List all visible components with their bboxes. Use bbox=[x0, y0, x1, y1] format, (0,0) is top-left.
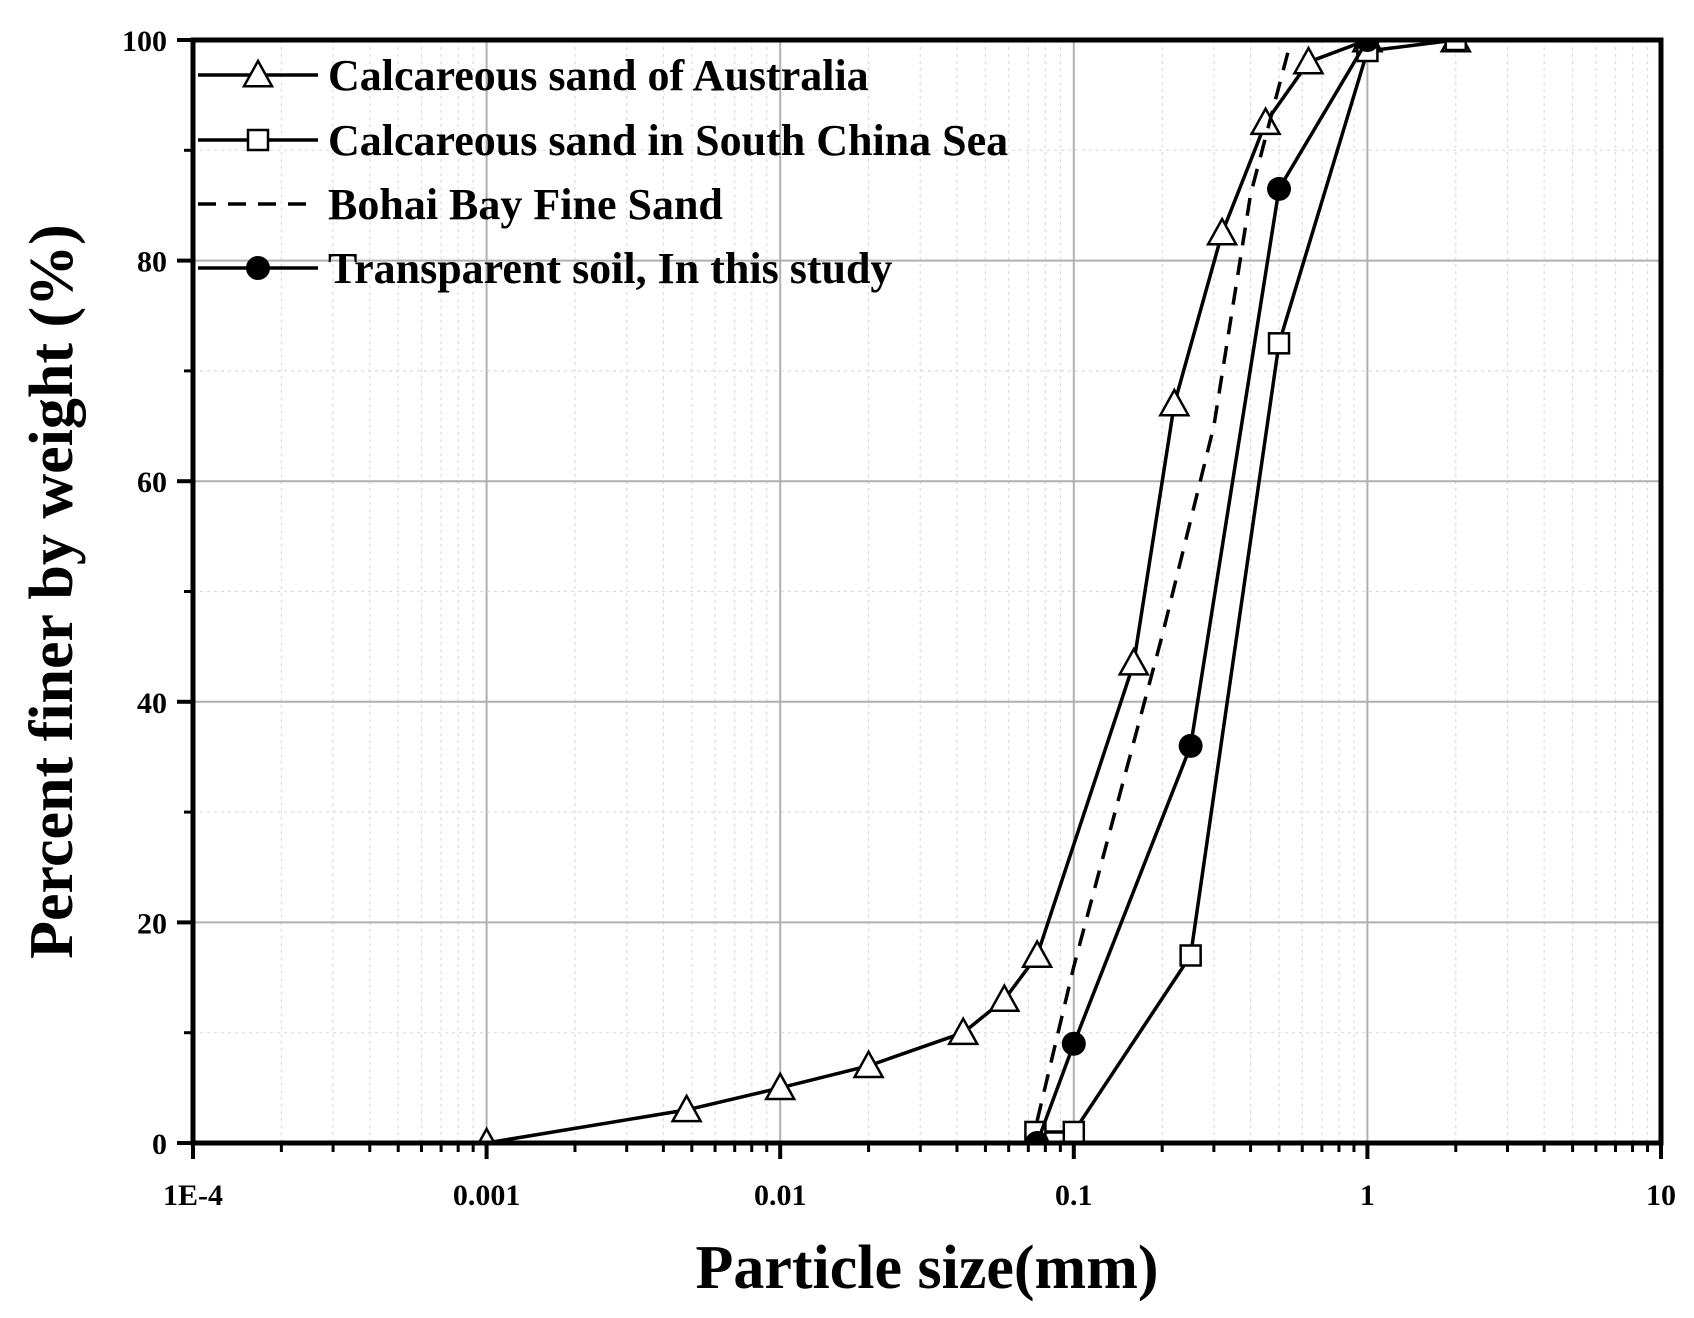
data-point bbox=[1267, 332, 1291, 355]
data-point bbox=[1178, 733, 1203, 758]
y-tick-label: 80 bbox=[137, 246, 167, 279]
x-axis-title: Particle size(mm) bbox=[695, 1234, 1158, 1302]
x-tick-label: 1E-4 bbox=[163, 1179, 223, 1212]
series-2 bbox=[1024, 40, 1468, 1143]
y-axis-title: Percent finer by weight (%) bbox=[18, 224, 86, 959]
data-point bbox=[670, 1093, 703, 1123]
data-point bbox=[1444, 40, 1468, 52]
data-point bbox=[1179, 944, 1202, 967]
y-tick-label: 40 bbox=[137, 687, 167, 720]
x-tick-label: 1 bbox=[1360, 1179, 1375, 1212]
y-tick-label: 20 bbox=[137, 907, 167, 940]
legend-item: Transparent soil, In this study bbox=[198, 244, 892, 293]
data-point bbox=[1158, 387, 1191, 417]
data-point bbox=[1249, 106, 1282, 136]
x-tick-label: 0.1 bbox=[1055, 1179, 1093, 1212]
legend-marker bbox=[246, 256, 270, 280]
series-3 bbox=[1035, 40, 1293, 1122]
y-tick-label: 100 bbox=[122, 25, 167, 58]
legend-label: Calcareous sand in South China Sea bbox=[328, 116, 1008, 165]
data-point bbox=[1025, 1131, 1050, 1143]
data-point bbox=[852, 1049, 885, 1079]
data-point bbox=[1061, 1031, 1086, 1056]
legend-marker bbox=[241, 58, 275, 88]
data-point bbox=[988, 983, 1021, 1013]
grid-lines bbox=[193, 40, 1661, 1143]
data-point bbox=[1292, 45, 1325, 75]
series-layer bbox=[477, 40, 1472, 1143]
data-point bbox=[1117, 646, 1150, 676]
y-tick-label: 60 bbox=[137, 466, 167, 499]
x-tick-label: 10 bbox=[1646, 1179, 1676, 1212]
legend-label: Calcareous sand of Australia bbox=[328, 51, 869, 100]
legend-item: Calcareous sand of Australia bbox=[198, 51, 869, 100]
series-line bbox=[1035, 40, 1293, 1122]
legend: Calcareous sand of Australia Calcareous s… bbox=[198, 51, 1008, 293]
legend-item: Bohai Bay Fine Sand bbox=[198, 180, 723, 229]
x-tick-label: 0.001 bbox=[453, 1179, 521, 1212]
legend-marker bbox=[246, 128, 270, 152]
x-tick-label: 0.01 bbox=[754, 1179, 807, 1212]
data-point bbox=[764, 1071, 797, 1101]
series-line bbox=[1035, 40, 1456, 1134]
data-point bbox=[1355, 40, 1380, 52]
data-point bbox=[1020, 938, 1054, 968]
legend-label: Transparent soil, In this study bbox=[328, 244, 892, 293]
data-point bbox=[1267, 176, 1292, 201]
data-point bbox=[947, 1016, 980, 1046]
legend-item: Calcareous sand in South China Sea bbox=[198, 116, 1008, 165]
data-point bbox=[1062, 1120, 1086, 1143]
legend-label: Bohai Bay Fine Sand bbox=[328, 180, 723, 229]
y-tick-label: 0 bbox=[152, 1128, 167, 1161]
data-point bbox=[1205, 216, 1239, 246]
series-4 bbox=[1025, 40, 1380, 1143]
